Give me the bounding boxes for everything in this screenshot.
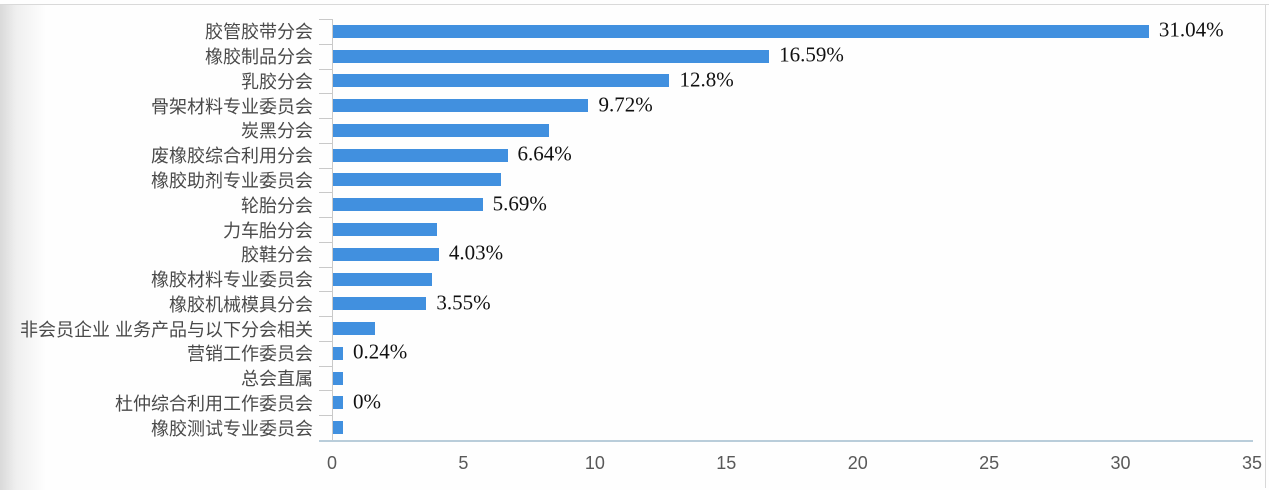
x-axis-tick-label: 20: [847, 453, 868, 473]
panel-left-shadow: [0, 5, 46, 490]
bar: [333, 173, 502, 187]
y-axis-tick: [319, 316, 332, 318]
bar: [333, 49, 770, 63]
bar: [333, 297, 427, 311]
y-axis-tick: [319, 390, 332, 392]
value-label: 6.64%: [517, 141, 572, 166]
category-label: 橡胶机械模具分会: [169, 294, 313, 315]
category-label: 橡胶材料专业委员会: [151, 270, 313, 291]
bar: [333, 148, 508, 162]
category-label: 乳胶分会: [241, 71, 313, 92]
x-axis-line: [319, 440, 1253, 442]
bar: [333, 421, 343, 435]
value-label: 12.8%: [679, 67, 734, 92]
category-label: 非会员企业 业务产品与以下分会相关: [20, 319, 313, 340]
y-axis-tick: [319, 340, 332, 342]
value-label: 0.24%: [353, 339, 408, 364]
category-label: 炭黑分会: [241, 121, 313, 142]
category-label: 骨架材料专业委员会: [151, 96, 313, 117]
y-axis-tick: [319, 93, 332, 95]
value-label: 9.72%: [598, 92, 653, 117]
x-axis-tick-label: 30: [1110, 453, 1131, 473]
y-axis-tick: [319, 19, 332, 20]
bar: [333, 74, 670, 88]
category-label: 杜仲综合利用工作委员会: [115, 393, 313, 414]
y-axis-tick: [319, 415, 332, 417]
y-axis-line: [332, 19, 333, 440]
y-axis-tick: [319, 43, 332, 45]
y-axis-tick: [319, 118, 332, 120]
panel-right-border: [1265, 5, 1266, 488]
y-axis-tick: [319, 142, 332, 144]
bar: [333, 123, 549, 137]
x-axis-tick-label: 0: [326, 453, 338, 473]
category-label: 总会直属: [241, 369, 313, 390]
y-axis-tick: [319, 241, 332, 243]
category-label: 橡胶助剂专业委员会: [151, 170, 313, 191]
category-label: 橡胶测试专业委员会: [151, 418, 313, 439]
panel-top-border: [0, 4, 1269, 5]
bar: [333, 396, 343, 410]
bar: [333, 99, 589, 113]
value-label: 5.69%: [492, 191, 547, 216]
value-label: 0%: [353, 389, 381, 414]
bar: [333, 371, 343, 385]
category-label: 废橡胶综合利用分会: [151, 146, 313, 167]
y-axis-tick: [319, 217, 332, 219]
x-axis-tick-label: 15: [716, 453, 737, 473]
value-label: 3.55%: [436, 290, 491, 315]
bar: [333, 198, 483, 212]
y-axis-tick: [319, 192, 332, 194]
bar: [333, 223, 437, 236]
y-axis-tick: [319, 291, 332, 293]
y-axis-tick: [319, 266, 332, 268]
x-axis-tick-label: 35: [1241, 453, 1263, 473]
category-label: 力车胎分会: [223, 220, 313, 241]
y-axis-tick: [319, 365, 332, 367]
bar: [333, 272, 432, 286]
category-label: 胶鞋分会: [241, 245, 313, 266]
x-axis-tick-label: 10: [584, 453, 605, 473]
category-label: 胶管胶带分会: [205, 22, 313, 43]
y-axis-tick: [319, 68, 332, 70]
category-label: 橡胶制品分会: [205, 47, 313, 68]
bar: [333, 346, 343, 360]
category-label: 轮胎分会: [241, 195, 313, 216]
y-axis-tick: [319, 167, 332, 169]
bar: [333, 24, 1149, 38]
x-axis-tick-label: 25: [979, 453, 1000, 473]
value-label: 4.03%: [448, 240, 504, 265]
value-label: 16.59%: [779, 42, 844, 67]
category-label: 营销工作委员会: [187, 344, 313, 365]
value-label: 31.04%: [1158, 17, 1224, 42]
bar: [333, 322, 376, 336]
bar: [333, 247, 439, 261]
x-axis-tick-label: 5: [458, 453, 469, 473]
